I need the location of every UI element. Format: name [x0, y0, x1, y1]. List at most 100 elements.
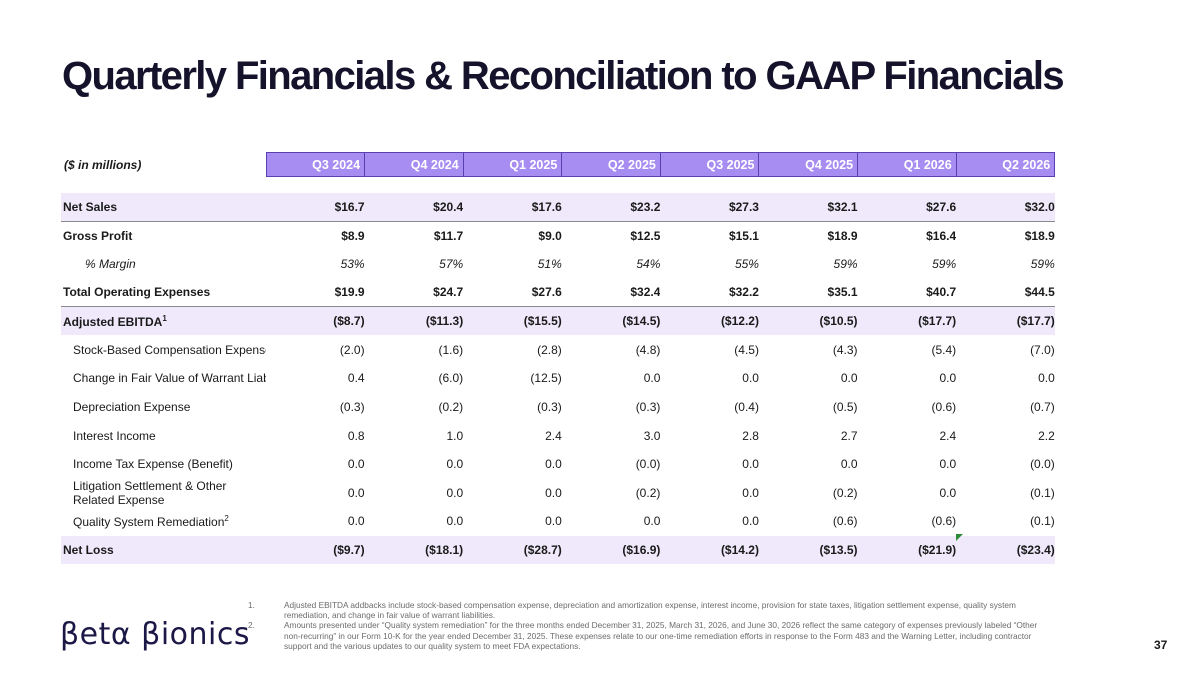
- value-cell: 0.0: [1038, 371, 1055, 386]
- value-cell: 0.0: [643, 514, 661, 529]
- table-row: Net Loss ($9.7) ($18.1) ($28.7) ($16.9) ($14.…: [61, 535, 1055, 565]
- value-cell: $8.9: [266, 220, 365, 250]
- value-cell: 57%: [439, 256, 464, 271]
- value-cell: (0.1): [1030, 514, 1055, 529]
- value-cell: ($13.5): [758, 535, 858, 565]
- table-row: Depreciation Expense (0.3) (0.2) (0.3) (0.3)…: [61, 393, 1055, 422]
- footnote-ref: 2: [224, 513, 229, 523]
- value-cell: (2.0): [339, 342, 365, 357]
- value-cell: $19.9: [334, 285, 365, 300]
- value-cell: 59%: [932, 256, 957, 271]
- row-label-text: Net Sales: [63, 199, 118, 214]
- value-cell: $9.0: [463, 220, 562, 250]
- page-number: 37: [1154, 638, 1168, 652]
- value-cell: $23.2: [561, 192, 661, 222]
- value-cell: 0.0: [939, 457, 957, 472]
- table-row: % Margin 53% 57% 51% 54% 55% 59% 59% 59%: [61, 250, 1055, 279]
- value-cell: ($10.5): [758, 306, 858, 336]
- value-cell: 0.0: [446, 485, 464, 500]
- value-cell: ($14.5): [561, 306, 661, 336]
- quarter-header: Q2 2026: [955, 152, 1056, 177]
- value-cell: 0.0: [545, 514, 562, 529]
- row-label-text: Stock-Based Compensation Expense: [73, 342, 266, 357]
- footnote-number: 1.: [248, 600, 255, 610]
- value-cell: (0.6): [931, 399, 957, 414]
- value-cell: (0.0): [635, 457, 661, 472]
- value-cell: (0.0): [1030, 457, 1055, 472]
- row-label-text: Change in Fair Value of Warrant Liabilit: [73, 371, 266, 386]
- value-cell: 0.0: [840, 457, 858, 472]
- value-cell: (4.3): [832, 342, 858, 357]
- table-row: Interest Income 0.8 1.0 2.4 3.0 2.8 2.7 2.4 2.2: [61, 421, 1055, 450]
- units-label: ($ in millions): [64, 157, 142, 172]
- row-label-text: Total Operating Expenses: [63, 285, 211, 300]
- value-cell: $32.0: [956, 192, 1055, 222]
- table-row: Quality System Remediation2 0.0 0.0 0.0 0.0 0…: [61, 507, 1055, 536]
- row-label: Stock-Based Compensation Expense: [61, 335, 266, 364]
- table-row: Litigation Settlement & Other Related Ex…: [61, 478, 1055, 507]
- value-cell: 59%: [1030, 256, 1055, 271]
- value-cell: ($21.9): [857, 535, 957, 565]
- row-label: Income Tax Expense (Benefit): [61, 450, 266, 479]
- value-cell: (4.5): [734, 342, 759, 357]
- value-cell: 0.0: [347, 457, 365, 472]
- value-cell: 1.0: [446, 428, 464, 443]
- value-cell: 2.2: [1038, 428, 1055, 443]
- row-label-text: % Margin: [85, 256, 136, 271]
- row-label: Adjusted EBITDA1: [61, 306, 266, 336]
- value-cell: (6.0): [438, 371, 464, 386]
- value-cell: ($28.7): [463, 535, 562, 565]
- value-cell: 0.0: [347, 514, 365, 529]
- value-cell: $32.2: [728, 285, 759, 300]
- quarter-header: Q3 2025: [659, 152, 760, 177]
- financials-table: ($ in millions) Q3 2024 Q4 2024 Q1 2025 …: [61, 152, 1056, 565]
- value-cell: 0.0: [742, 371, 759, 386]
- row-label: Interest Income: [61, 421, 266, 450]
- value-cell: (5.4): [931, 342, 957, 357]
- value-cell: $17.6: [463, 192, 562, 222]
- value-cell: $27.6: [531, 285, 562, 300]
- value-cell: 0.0: [742, 485, 759, 500]
- value-cell: (0.2): [438, 399, 464, 414]
- value-cell: ($9.7): [266, 535, 365, 565]
- table-row: Net Sales $16.7 $20.4 $17.6 $23.2 $27.3 $32.1 $…: [61, 192, 1055, 222]
- value-cell: 2.4: [545, 428, 562, 443]
- footnote-number: 2.: [248, 620, 255, 631]
- value-cell: (0.3): [339, 399, 365, 414]
- value-cell: (7.0): [1030, 342, 1055, 357]
- footnote-text: Amounts presented under “Quality system …: [284, 620, 1038, 651]
- value-cell: (2.8): [537, 342, 562, 357]
- header-spacer: [61, 176, 1055, 193]
- quarter-header: Q1 2025: [462, 152, 563, 177]
- value-cell: 0.0: [347, 485, 365, 500]
- value-cell: $44.5: [1024, 285, 1055, 300]
- value-cell: ($17.7): [857, 306, 957, 336]
- value-cell: 0.0: [939, 485, 957, 500]
- footnote-1: 1. Adjusted EBITDA addbacks include stoc…: [248, 600, 1038, 620]
- row-label: % Margin: [61, 250, 266, 279]
- value-cell: 2.7: [840, 428, 858, 443]
- row-label-text: Adjusted EBITDA: [63, 314, 163, 329]
- value-cell: (0.6): [832, 514, 858, 529]
- value-cell: ($17.7): [956, 306, 1055, 336]
- value-cell: 0.8: [347, 428, 365, 443]
- value-cell: $24.7: [433, 285, 464, 300]
- value-cell: $16.4: [857, 220, 957, 250]
- value-cell: 0.0: [742, 457, 759, 472]
- value-cell: $18.9: [956, 220, 1055, 250]
- value-cell: ($12.2): [660, 306, 759, 336]
- footnotes: 1. Adjusted EBITDA addbacks include stoc…: [248, 600, 1038, 651]
- table-row: Stock-Based Compensation Expense (2.0) (1.…: [61, 335, 1055, 364]
- footnote-ref: 1: [162, 313, 167, 323]
- footnote-2: 2. Amounts presented under “Quality syst…: [248, 620, 1038, 651]
- value-cell: 0.0: [446, 457, 464, 472]
- value-cell: ($23.4): [956, 535, 1055, 565]
- value-cell: ($8.7): [266, 306, 365, 336]
- value-cell: $27.6: [857, 192, 957, 222]
- row-label: Depreciation Expense: [61, 393, 266, 422]
- value-cell: (0.1): [1030, 485, 1055, 500]
- value-cell: 59%: [833, 256, 858, 271]
- row-label: Change in Fair Value of Warrant Liabilit: [61, 364, 266, 393]
- value-cell: (0.4): [734, 399, 759, 414]
- row-label-text: Interest Income: [73, 428, 156, 443]
